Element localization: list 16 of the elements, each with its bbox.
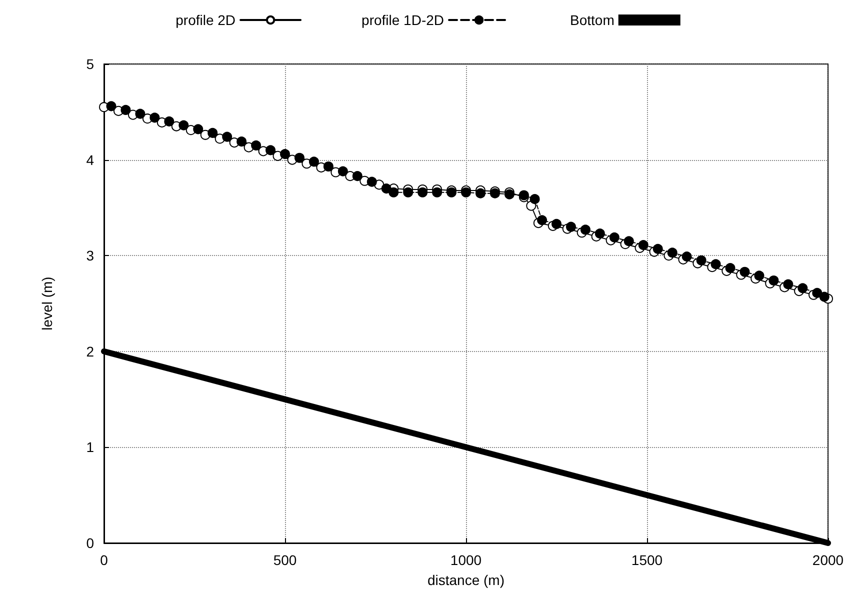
- x-tick-label: 2000: [812, 552, 844, 568]
- x-tick-label: 1000: [450, 552, 482, 568]
- y-axis-title: level (m): [39, 276, 55, 330]
- x-tick-label: 0: [100, 552, 108, 568]
- y-tick-label: 0: [86, 535, 94, 551]
- legend-label: profile 2D: [176, 12, 236, 28]
- y-tick-label: 5: [86, 56, 94, 72]
- y-tick-label: 3: [86, 248, 94, 264]
- legend-label: Bottom: [570, 12, 614, 28]
- x-tick-label: 1500: [631, 552, 663, 568]
- y-tick-label: 1: [86, 439, 94, 456]
- x-tick-label: 500: [273, 552, 297, 568]
- y-tick-label: 4: [86, 152, 94, 168]
- legend-label: profile 1D-2D: [362, 12, 444, 28]
- y-tick-label: 2: [86, 343, 94, 360]
- x-axis-title: distance (m): [427, 572, 505, 588]
